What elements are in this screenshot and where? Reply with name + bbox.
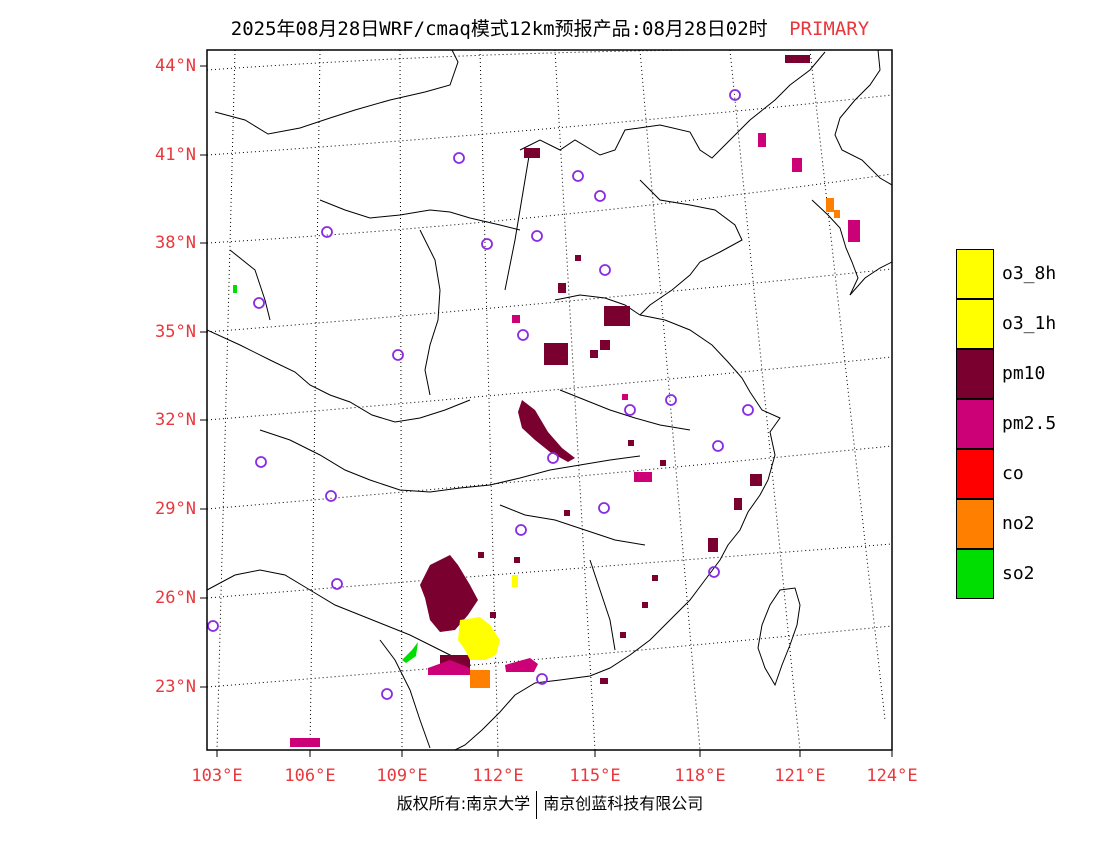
pollutant-cells: [233, 55, 860, 747]
legend-swatch: [956, 299, 994, 349]
lon-label: 124°E: [866, 766, 918, 786]
lon-label: 106°E: [284, 766, 336, 786]
city-marker: [536, 673, 548, 685]
lon-label: 121°E: [774, 766, 826, 786]
footer-divider: [536, 790, 538, 819]
boundaries: [207, 50, 892, 750]
city-marker: [517, 329, 529, 341]
legend-item-pm25: pm2.5: [956, 399, 1096, 449]
legend-item-o3-1h: o3_1h: [956, 299, 1096, 349]
map-frame: [206, 49, 893, 751]
so2-cells: [233, 285, 418, 663]
map-frame-bg: [207, 50, 892, 750]
city-marker: [207, 620, 219, 632]
legend-swatch: [956, 499, 994, 549]
lat-label: 38°N: [155, 233, 196, 253]
city-marker: [255, 456, 267, 468]
legend-swatch: [956, 549, 994, 599]
city-marker: [624, 404, 636, 416]
lat-label: 26°N: [155, 588, 196, 608]
legend-swatch: [956, 449, 994, 499]
primary-badge: PRIMARY: [789, 18, 870, 40]
copyright-right: 南京创蓝科技有限公司: [543, 794, 704, 813]
city-marker: [708, 566, 720, 578]
legend-item-co: co: [956, 449, 1096, 499]
legend-label: so2: [1002, 563, 1035, 584]
copyright-footer: 版权所有:南京大学 南京创蓝科技有限公司: [0, 790, 1100, 819]
city-marker: [253, 297, 265, 309]
legend: o3_8h o3_1h pm10 pm2.5 co no2 so2: [956, 249, 1096, 599]
o3-cells: [458, 575, 518, 660]
city-marker: [599, 264, 611, 276]
lat-label: 29°N: [155, 499, 196, 519]
lat-label: 23°N: [155, 677, 196, 697]
pm25-cells: [290, 133, 860, 747]
lon-label: 103°E: [191, 766, 243, 786]
axis-ticks: [200, 65, 893, 757]
legend-swatch: [956, 399, 994, 449]
legend-label: no2: [1002, 513, 1035, 534]
legend-swatch: [956, 249, 994, 299]
city-markers: [207, 89, 754, 700]
city-marker: [594, 190, 606, 202]
lat-label: 32°N: [155, 410, 196, 430]
legend-item-o3-8h: o3_8h: [956, 249, 1096, 299]
city-marker: [453, 152, 465, 164]
legend-swatch: [956, 349, 994, 399]
city-marker: [742, 404, 754, 416]
city-marker: [515, 524, 527, 536]
copyright-left: 版权所有:南京大学: [396, 794, 531, 813]
city-marker: [712, 440, 724, 452]
lon-label: 109°E: [376, 766, 428, 786]
no2-cells: [470, 198, 840, 688]
lat-label: 41°N: [155, 145, 196, 165]
legend-item-so2: so2: [956, 549, 1096, 599]
city-marker: [381, 688, 393, 700]
legend-label: co: [1002, 463, 1024, 484]
lon-label: 118°E: [674, 766, 726, 786]
city-marker: [665, 394, 677, 406]
legend-label: pm2.5: [1002, 413, 1057, 434]
city-marker: [598, 502, 610, 514]
legend-item-pm10: pm10: [956, 349, 1096, 399]
city-marker: [729, 89, 741, 101]
graticule: [207, 50, 892, 750]
legend-label: o3_1h: [1002, 313, 1057, 334]
legend-item-no2: no2: [956, 499, 1096, 549]
lon-label: 115°E: [569, 766, 621, 786]
title-text: 2025年08月28日WRF/cmaq模式12km预报产品:08月28日02时: [230, 18, 768, 40]
city-marker: [321, 226, 333, 238]
city-marker: [531, 230, 543, 242]
lat-label: 35°N: [155, 322, 196, 342]
legend-label: o3_8h: [1002, 263, 1057, 284]
lon-label: 112°E: [472, 766, 524, 786]
city-marker: [481, 238, 493, 250]
city-marker: [572, 170, 584, 182]
lat-label: 44°N: [155, 56, 196, 76]
map-title: 2025年08月28日WRF/cmaq模式12km预报产品:08月28日02时 …: [0, 14, 1100, 41]
pm10-cells: [420, 55, 810, 684]
legend-label: pm10: [1002, 363, 1046, 384]
city-marker: [325, 490, 337, 502]
city-marker: [331, 578, 343, 590]
city-marker: [547, 452, 559, 464]
city-marker: [392, 349, 404, 361]
